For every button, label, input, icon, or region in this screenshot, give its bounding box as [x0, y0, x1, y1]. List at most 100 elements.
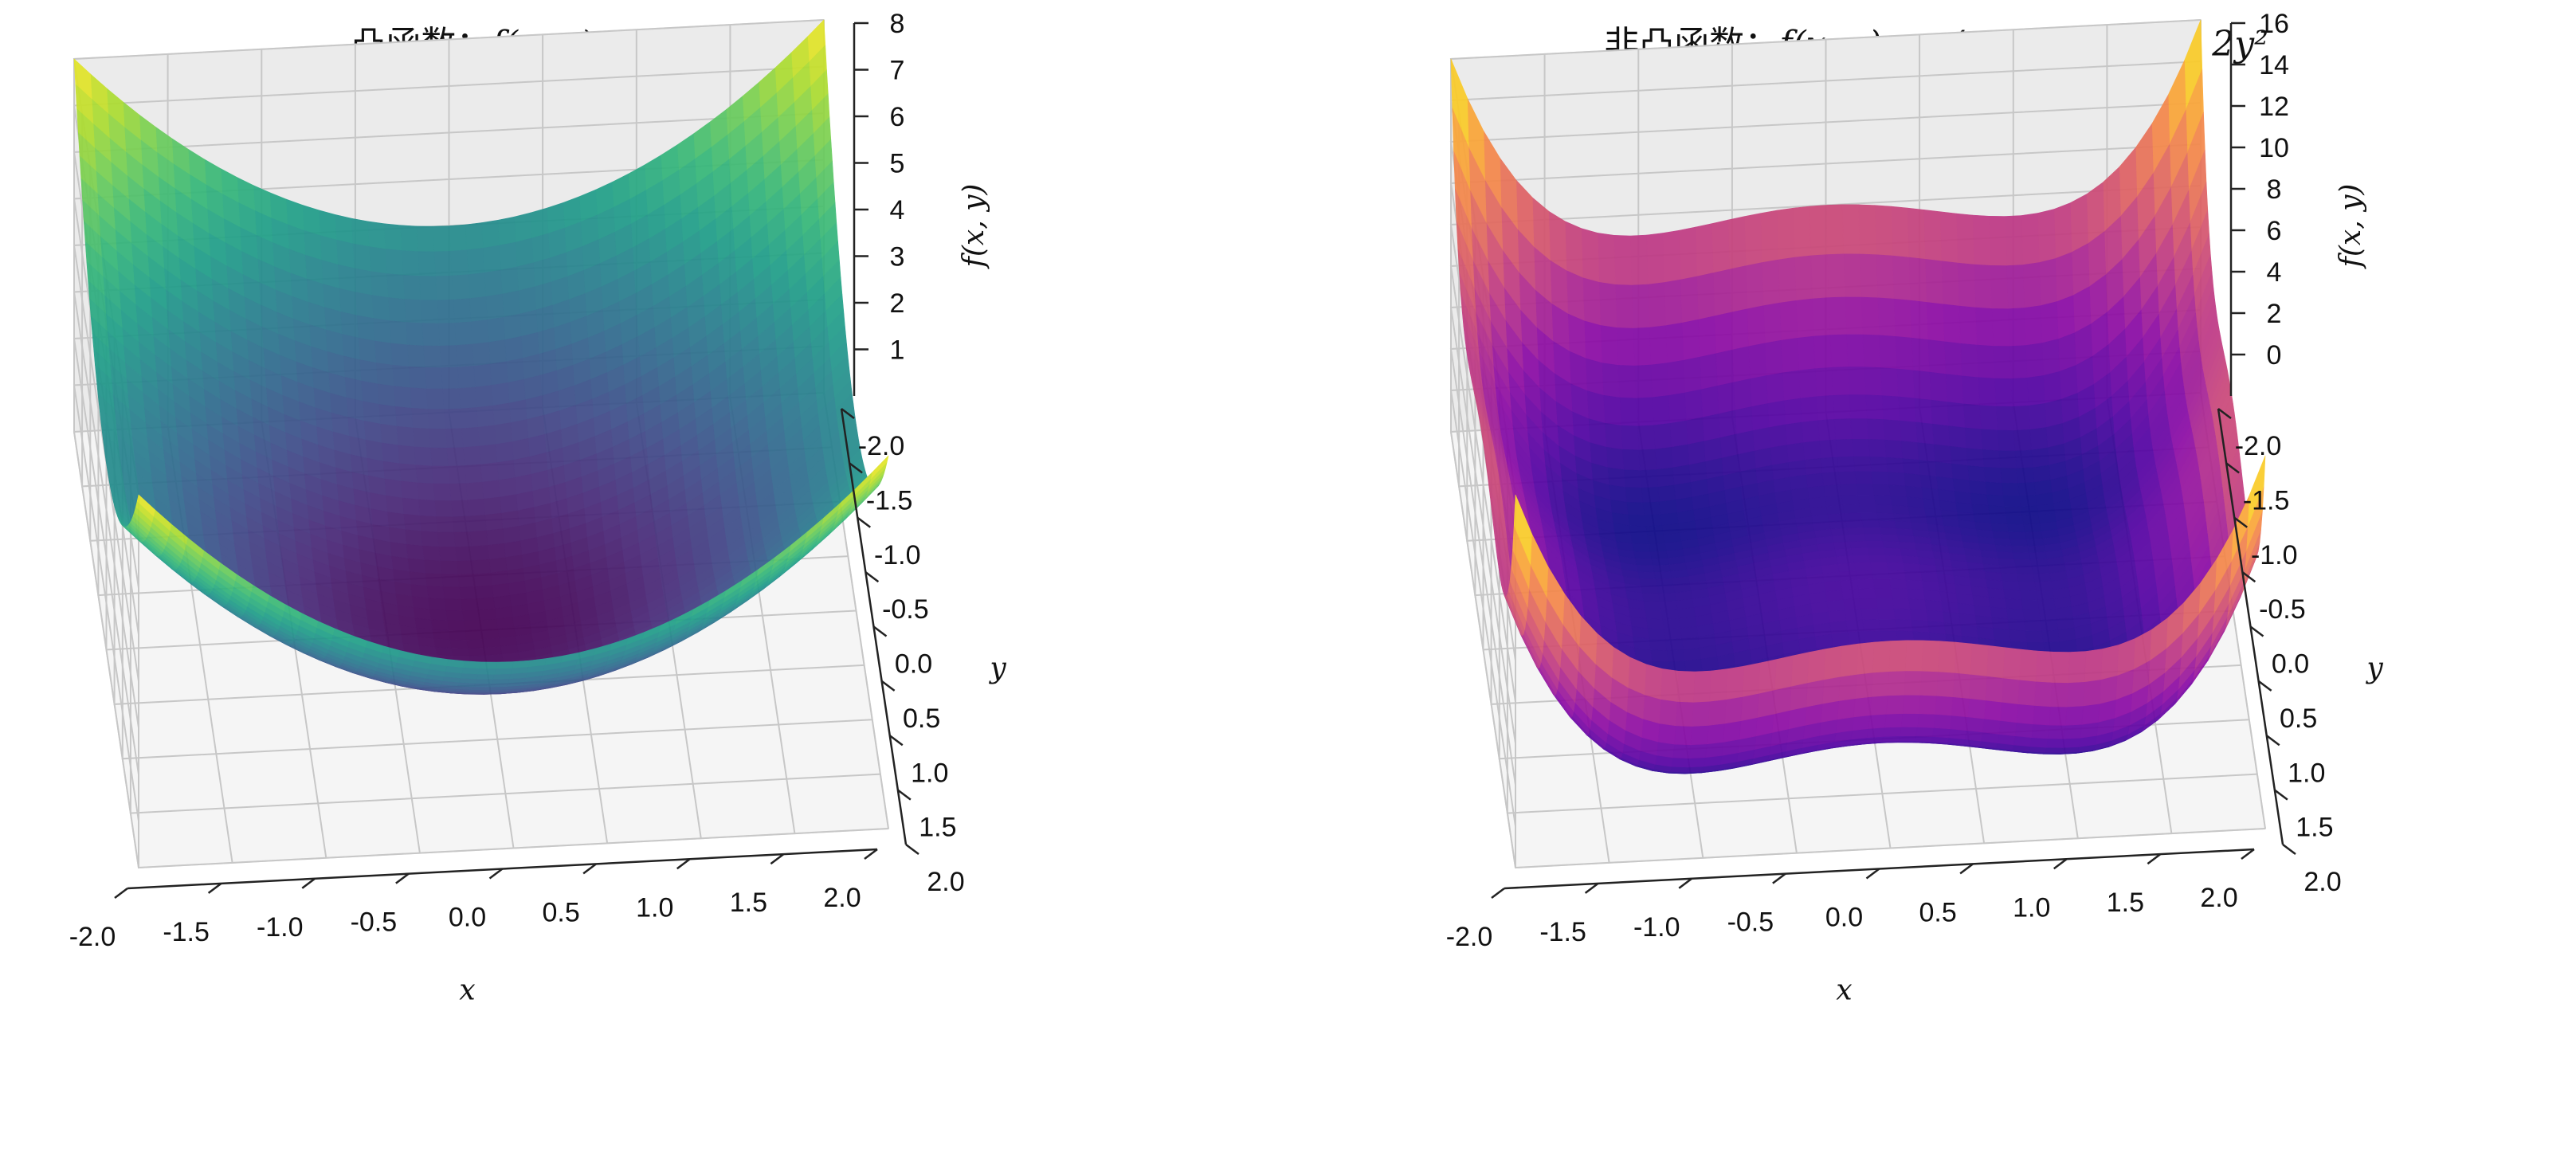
surface-facet: [1841, 588, 1860, 601]
surface-facet: [498, 477, 517, 498]
y-axis-label: y: [988, 653, 1006, 685]
surface-facet: [437, 323, 457, 347]
surface-facet: [486, 528, 504, 546]
surface-facet: [2116, 638, 2135, 676]
surface-facet: [1845, 296, 1863, 335]
surface-facet: [1993, 346, 2011, 379]
surface-facet: [1809, 205, 1828, 257]
surface-facet: [482, 637, 501, 649]
surface-facet: [1782, 370, 1801, 402]
surface-facet: [1564, 221, 1583, 279]
surface-facet: [1668, 392, 1687, 424]
surface-facet: [2001, 677, 2020, 704]
surface-facet: [1856, 641, 1875, 675]
surface-facet: [377, 383, 396, 407]
x-tick-mark: [582, 863, 597, 875]
surface-facet: [465, 222, 484, 251]
surface-facet: [1888, 640, 1907, 672]
surface-facet: [1845, 619, 1864, 633]
x-tick-label: 2.0: [823, 883, 861, 913]
y-tick-mark: [2217, 408, 2232, 419]
surface-facet: [1828, 610, 1847, 624]
surface-facet: [2050, 682, 2069, 708]
surface-facet: [454, 321, 473, 346]
surface-facet: [1924, 258, 1943, 305]
surface-facet: [1807, 649, 1825, 684]
surface-facet: [1664, 628, 1682, 641]
surface-facet: [1800, 396, 1818, 423]
surface-facet: [1821, 700, 1839, 723]
y-tick-mark: [2266, 735, 2280, 747]
surface-facet: [460, 598, 479, 611]
surface-facet: [1987, 505, 2006, 517]
x-tick-mark: [488, 868, 504, 880]
surface: [1450, 19, 2266, 774]
surface-facet: [1950, 715, 1968, 731]
surface-facet: [406, 344, 425, 368]
y-tick-mark: [841, 408, 855, 419]
surface-facet: [1829, 334, 1849, 368]
surface-facet: [441, 366, 460, 390]
surface-facet: [1688, 743, 1708, 759]
y-tick-mark: [865, 571, 880, 583]
surface-facet: [1795, 298, 1814, 339]
surface-facet: [1747, 305, 1766, 347]
surface-facet: [438, 547, 457, 562]
z-tick-label: 8: [2267, 174, 2282, 205]
surface-facet: [1839, 484, 1858, 496]
surface-facet: [1884, 555, 1904, 564]
surface-facet: [1871, 671, 1889, 697]
surface-facet: [1983, 700, 2002, 721]
surface-facet: [1887, 670, 1906, 696]
surface-facet: [494, 668, 513, 675]
surface-facet: [1727, 216, 1747, 270]
surface-facet: [1790, 652, 1809, 687]
surface-facet: [1606, 446, 1625, 471]
surface-facet: [1693, 670, 1711, 703]
surface-facet: [484, 646, 503, 657]
surface-facet: [1684, 389, 1703, 421]
surface-facet: [1653, 423, 1672, 450]
surface-facet: [1990, 265, 2009, 310]
surface-facet: [1992, 628, 2011, 642]
y-tick-label: -0.5: [2259, 594, 2306, 625]
surface-facet: [1657, 592, 1676, 602]
surface-facet: [1985, 481, 2003, 496]
x-tick-mark: [676, 858, 691, 870]
surface-facet: [1863, 630, 1882, 644]
surface-facet: [1656, 467, 1675, 488]
surface-facet: [1837, 698, 1856, 720]
surface-facet: [1828, 296, 1847, 335]
surface-facet: [442, 388, 461, 410]
surface-facet: [446, 447, 465, 467]
surface-facet: [1864, 534, 1883, 542]
surface-facet: [2066, 681, 2085, 708]
y-tick-label: 1.5: [2296, 813, 2333, 843]
surface-facet: [1887, 472, 1906, 487]
surface-facet: [1748, 343, 1766, 379]
surface-facet: [1819, 439, 1837, 459]
surface-facet: [1859, 253, 1878, 299]
z-tick-label: 4: [2267, 257, 2282, 288]
surface-facet: [402, 275, 421, 300]
surface-facet: [1690, 725, 1709, 746]
surface-facet: [2021, 599, 2040, 610]
surface-facet: [457, 366, 476, 389]
surface-facet: [343, 355, 362, 382]
surface-facet: [2062, 737, 2081, 748]
surface-facet: [1878, 335, 1897, 370]
surface-facet: [411, 596, 430, 610]
x-tick-mark: [1772, 872, 1786, 884]
surface-facet: [496, 460, 516, 481]
surface-facet: [1771, 462, 1790, 481]
surface-facet: [1884, 439, 1903, 459]
surface-facet: [1823, 645, 1842, 680]
surface-facet: [1821, 472, 1841, 487]
surface-facet: [404, 299, 422, 324]
surface-facet: [429, 428, 448, 449]
surface-facet: [1834, 548, 1853, 558]
surface-facet: [1871, 570, 1890, 580]
surface-facet: [2017, 574, 2035, 583]
surface-facet: [421, 323, 441, 347]
surface-facet: [1843, 253, 1862, 298]
